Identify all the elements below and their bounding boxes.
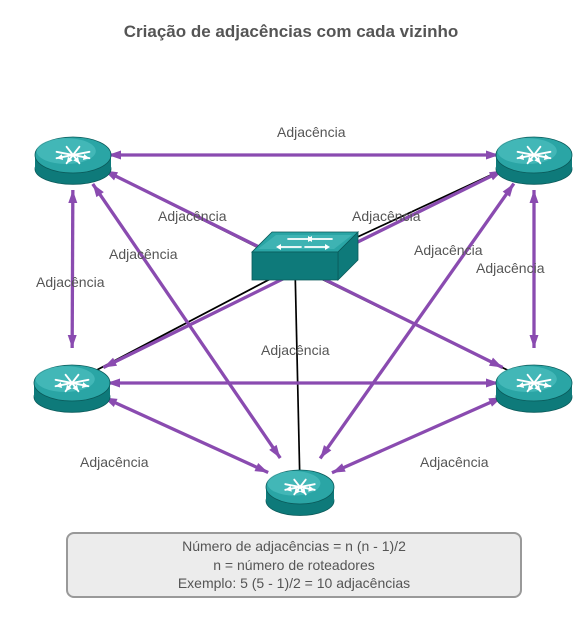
edge-label: Adjacência [158, 208, 227, 224]
edge-label: Adjacência [277, 124, 346, 140]
edge-label: Adjacência [36, 274, 105, 290]
router-icon [496, 137, 572, 184]
edge-label: Adjacência [476, 260, 545, 276]
formula-line-3: Exemplo: 5 (5 - 1)/2 = 10 adjacências [68, 574, 520, 593]
router-icon [35, 137, 111, 184]
diagram-canvas: Criação de adjacências com cada vizinho … [0, 0, 582, 634]
router-icon [34, 365, 110, 412]
formula-line-1: Número de adjacências = n (n - 1)/2 [68, 537, 520, 556]
edge-label: Adjacência [80, 454, 149, 470]
edge-label: Adjacência [109, 246, 178, 262]
edge-label: Adjacência [420, 454, 489, 470]
edge-label: Adjacência [414, 242, 483, 258]
router-icon [496, 365, 572, 412]
edge-label: Adjacência [352, 208, 421, 224]
edge-label: Adjacência [261, 342, 330, 358]
router-icon [266, 470, 334, 515]
formula-box: Número de adjacências = n (n - 1)/2 n = … [66, 532, 522, 598]
formula-line-2: n = número de roteadores [68, 556, 520, 575]
switch-icon [252, 232, 358, 280]
diagram-title: Criação de adjacências com cada vizinho [0, 22, 582, 42]
